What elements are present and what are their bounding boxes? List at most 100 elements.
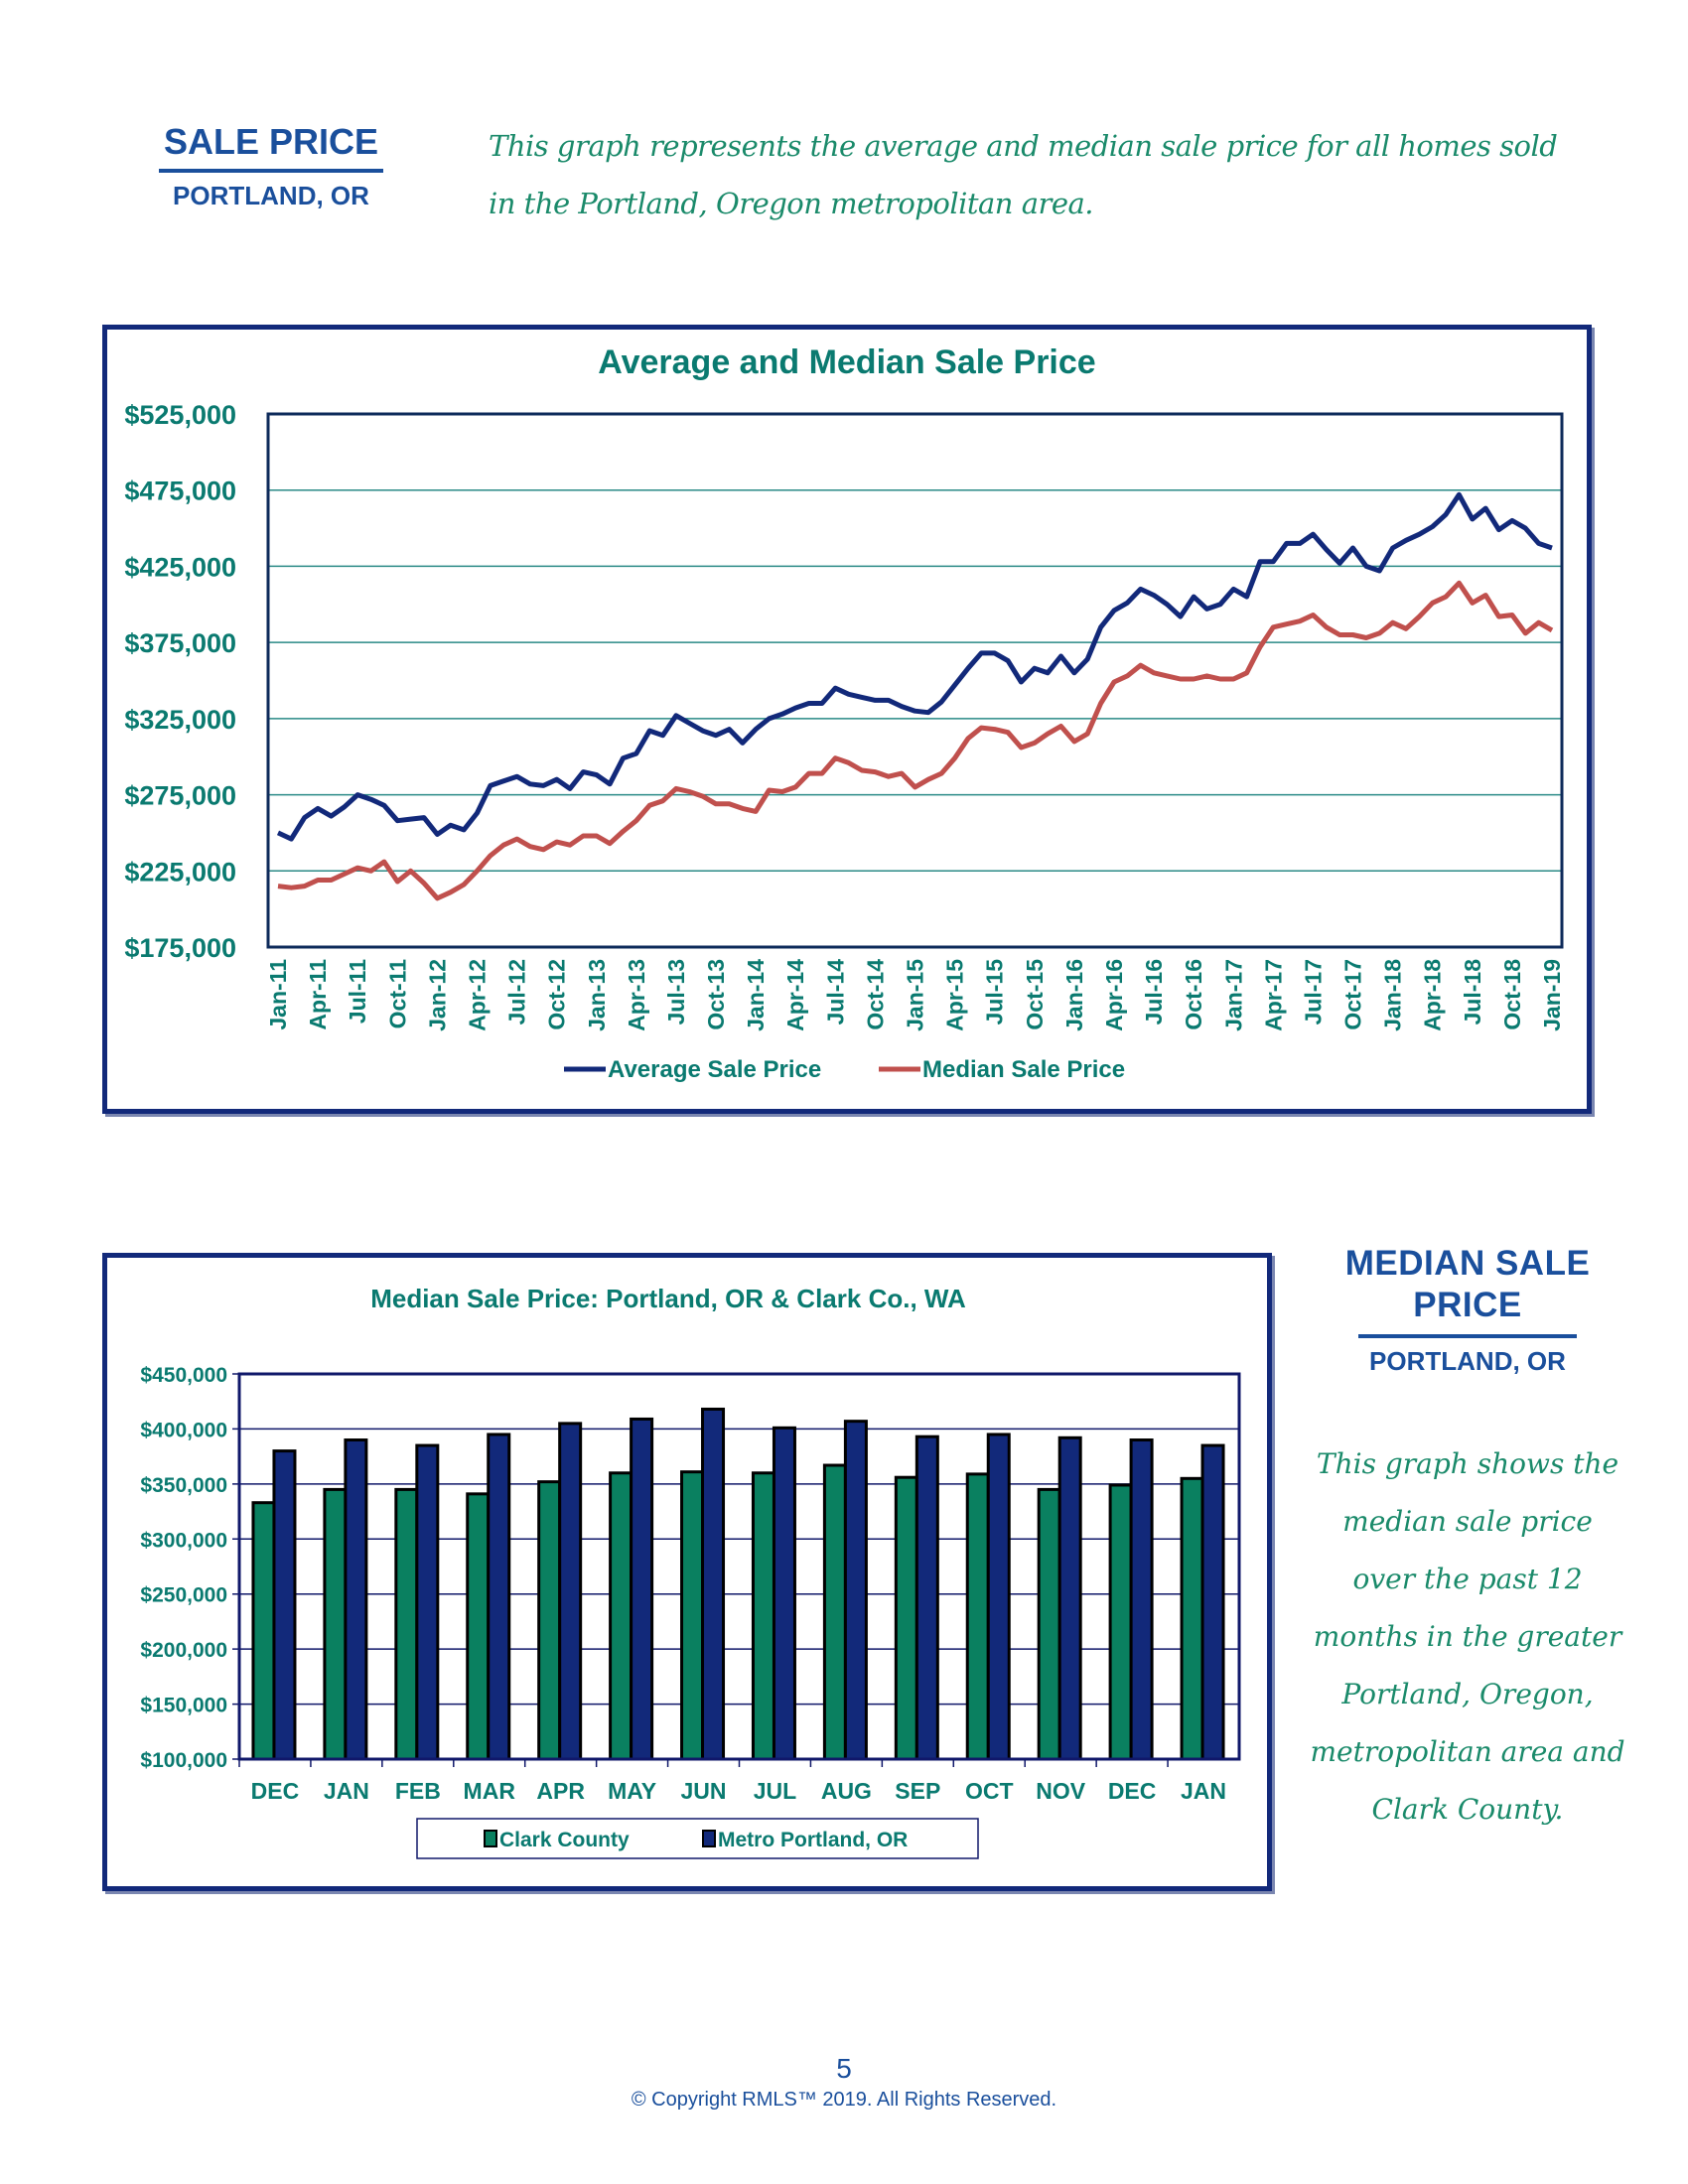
y-tick-label: $175,000 <box>124 933 236 963</box>
metro-portland-bar <box>487 1433 511 1761</box>
y-tick-label: $325,000 <box>124 705 236 735</box>
clark-county-bar <box>466 1492 491 1761</box>
legend-swatch <box>484 1830 497 1847</box>
x-tick-label: Oct-17 <box>1340 959 1366 1030</box>
page-number: 5 <box>836 2053 852 2084</box>
clark-county-bar <box>1180 1476 1204 1761</box>
x-tick-label: JUL <box>754 1778 796 1804</box>
x-tick-label: DEC <box>1108 1778 1157 1804</box>
bar-chart-frame: Median Sale Price: Portland, OR & Clark … <box>102 1253 1272 1891</box>
side-title: MEDIAN SALE PRICE <box>1344 1244 1591 1324</box>
y-tick-label: $425,000 <box>124 552 236 582</box>
x-tick-label: Jan-16 <box>1061 959 1087 1031</box>
x-tick-label: Jan-19 <box>1539 959 1565 1031</box>
x-tick-label: Jan-14 <box>743 959 769 1031</box>
side-panel: MEDIAN SALE PRICE PORTLAND, OR This grap… <box>1309 1243 1626 1839</box>
x-tick-label: Jan-12 <box>424 959 450 1031</box>
metro-portland-bar <box>272 1449 297 1761</box>
line-chart: Average and Median Sale Price $175,000 $22… <box>124 343 1565 1083</box>
clark-county-bar <box>1037 1487 1061 1761</box>
clark-county-bar <box>1108 1483 1133 1761</box>
plot-area <box>237 1372 1241 1761</box>
x-tick-label: Jul-13 <box>663 959 689 1024</box>
side-subtitle: PORTLAND, OR <box>1369 1346 1566 1376</box>
x-tick-label: JUN <box>681 1778 727 1804</box>
side-description: This graph shows the median sale price o… <box>1310 1447 1625 1826</box>
x-tick-label: Apr-13 <box>624 959 649 1031</box>
y-tick-label: $225,000 <box>124 857 236 887</box>
chart-title: Average and Median Sale Price <box>598 343 1095 381</box>
x-tick-label: Jan-15 <box>903 959 928 1031</box>
legend-label: Metro Portland, OR <box>718 1829 908 1851</box>
metro-portland-bar <box>914 1434 939 1761</box>
x-tick-label: Apr-17 <box>1260 959 1286 1031</box>
clark-county-bar <box>751 1471 775 1761</box>
metro-portland-bar <box>772 1426 796 1761</box>
x-tick-label: Oct-15 <box>1022 959 1048 1030</box>
x-tick-label: Apr-12 <box>464 959 490 1031</box>
x-tick-label: Jul-12 <box>504 959 530 1024</box>
x-tick-label: JAN <box>324 1778 369 1804</box>
section-description: This graph represents the average and me… <box>489 129 1558 220</box>
x-tick-label: Oct-11 <box>384 959 410 1029</box>
x-tick-label: Oct-16 <box>1181 959 1206 1030</box>
x-tick-label: DEC <box>251 1778 300 1804</box>
clark-county-bar <box>822 1463 847 1761</box>
legend-label: Clark County <box>499 1829 630 1851</box>
x-tick-label: Apr-18 <box>1420 959 1446 1031</box>
section-title: SALE PRICE <box>163 121 379 162</box>
y-tick-label: $100,000 <box>140 1749 227 1772</box>
x-tick-label: NOV <box>1036 1778 1086 1804</box>
metro-portland-bar <box>701 1407 726 1761</box>
x-tick-label: JAN <box>1181 1778 1226 1804</box>
metro-portland-bar <box>344 1438 368 1761</box>
x-tick-label: FEB <box>395 1778 441 1804</box>
clark-county-bar <box>323 1487 348 1761</box>
x-tick-label: Jul-18 <box>1460 959 1485 1025</box>
title-divider <box>159 169 383 173</box>
x-tick-label: Jul-15 <box>982 959 1008 1025</box>
y-tick-label: $450,000 <box>140 1364 227 1387</box>
x-tick-label: Oct-12 <box>544 959 570 1030</box>
line-chart-frame: Average and Median Sale Price $175,000 $22… <box>102 325 1592 1114</box>
clark-county-bar <box>680 1470 705 1761</box>
legend-box <box>416 1818 979 1859</box>
x-tick-label: Apr-15 <box>942 959 968 1031</box>
legend-label: Average Sale Price <box>608 1056 821 1083</box>
clark-county-bar <box>537 1480 562 1761</box>
y-tick-label: $375,000 <box>124 628 236 658</box>
metro-portland-bar <box>558 1422 583 1761</box>
chart-title: Median Sale Price: Portland, OR & Clark … <box>370 1284 966 1313</box>
metro-portland-bar <box>1057 1435 1082 1761</box>
y-tick-label: $150,000 <box>140 1695 227 1717</box>
y-tick-label: $525,000 <box>124 400 236 430</box>
x-tick-label: Jul-16 <box>1141 959 1167 1024</box>
section-subtitle: PORTLAND, OR <box>173 181 369 210</box>
x-tick-label: AUG <box>821 1778 872 1804</box>
clark-county-bar <box>251 1501 276 1761</box>
x-tick-label: Jul-17 <box>1300 959 1326 1024</box>
y-tick-label: $475,000 <box>124 477 236 506</box>
clark-county-bar <box>609 1471 633 1761</box>
x-tick-label: MAY <box>608 1778 656 1804</box>
plot-area <box>266 412 1564 949</box>
x-tick-label: SEP <box>895 1778 940 1804</box>
x-tick-label: Apr-11 <box>305 959 331 1030</box>
x-tick-label: Jul-14 <box>822 959 848 1025</box>
x-tick-label: Jan-18 <box>1380 959 1406 1031</box>
metro-portland-bar <box>1129 1438 1154 1761</box>
x-tick-label: OCT <box>965 1778 1014 1804</box>
side-divider <box>1358 1334 1577 1338</box>
y-tick-label: $350,000 <box>140 1474 227 1497</box>
x-tick-label: APR <box>536 1778 585 1804</box>
x-tick-label: Oct-14 <box>862 959 888 1030</box>
metro-portland-bar <box>843 1420 868 1761</box>
y-tick-label: $200,000 <box>140 1639 227 1662</box>
metro-portland-bar <box>415 1443 440 1761</box>
x-tick-label: Jan-13 <box>584 959 610 1031</box>
x-tick-label: MAR <box>464 1778 516 1804</box>
average-sale-price-line <box>276 491 1553 842</box>
y-tick-label: $400,000 <box>140 1419 227 1441</box>
x-tick-label: Apr-16 <box>1101 959 1127 1031</box>
clark-county-bar <box>394 1487 419 1761</box>
